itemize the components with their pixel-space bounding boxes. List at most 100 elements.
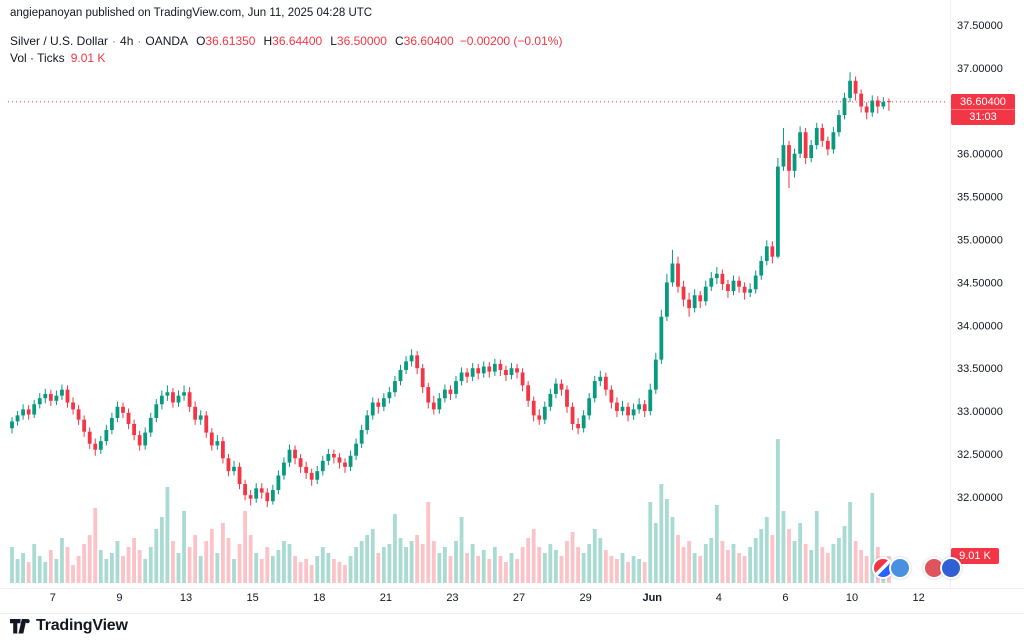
candle (365, 415, 370, 430)
time-axis-label: 13 (180, 592, 192, 604)
candle (10, 421, 14, 429)
volume-bar (803, 544, 808, 583)
candle (859, 93, 864, 107)
volume-bar (10, 547, 14, 583)
candle (665, 282, 669, 317)
volume-bar (226, 538, 231, 583)
volume-bar (298, 562, 303, 583)
candle (853, 80, 858, 94)
brand-name: TradingView (36, 617, 128, 634)
candle (515, 368, 519, 373)
candle (248, 495, 253, 499)
candle (115, 406, 120, 418)
candle (759, 260, 764, 276)
volume-bar (631, 556, 636, 583)
volume-bar (204, 541, 209, 583)
close-label: C (394, 34, 404, 48)
volume-bar (232, 559, 236, 583)
candle (648, 389, 653, 412)
candle (504, 369, 508, 376)
volume-bar (626, 562, 630, 583)
volume-bar (265, 547, 270, 583)
volume-bar (776, 439, 780, 583)
price-axis-label: 35.00000 (957, 235, 1003, 247)
volume-bar (398, 538, 403, 583)
candle (509, 368, 514, 376)
candle (542, 406, 547, 420)
candle (870, 100, 875, 113)
volume-bar (165, 487, 170, 583)
price-axis-label: 34.00000 (957, 320, 1003, 332)
candle (459, 372, 464, 382)
candle (98, 441, 103, 450)
candle (825, 140, 830, 150)
candle (431, 402, 436, 410)
candle (393, 381, 397, 393)
candle (742, 286, 747, 293)
candle (54, 395, 59, 401)
candle (60, 389, 64, 396)
candle (343, 462, 347, 467)
open-label: O (196, 34, 206, 48)
volume-bar (526, 538, 531, 583)
candle (381, 398, 386, 407)
volume-bar (60, 538, 64, 583)
candle (737, 280, 741, 287)
volume-bar (470, 544, 475, 583)
candle (270, 490, 275, 502)
reaction-emoji-icon[interactable] (889, 557, 911, 579)
reaction-emoji-icon[interactable] (940, 557, 962, 579)
interval-label[interactable]: 4h (120, 34, 134, 48)
volume-bar (831, 544, 836, 583)
candle (398, 369, 403, 382)
candle (132, 423, 136, 436)
volume-bar (698, 556, 703, 583)
volume-bar (454, 541, 458, 583)
price-axis-label: 35.50000 (957, 192, 1003, 204)
candle (48, 393, 53, 401)
volume-bar (121, 556, 125, 583)
candle (443, 389, 447, 399)
candle (387, 392, 392, 399)
candle (198, 415, 203, 420)
volume-bar (148, 547, 153, 583)
volume-bar (781, 511, 786, 583)
volume-bar (531, 529, 536, 583)
volume-bar (764, 517, 769, 583)
volume-bar (198, 556, 203, 583)
volume-bar (48, 550, 53, 583)
symbol-title[interactable]: Silver / U.S. Dollar (10, 34, 109, 48)
candle (159, 395, 164, 405)
volume-bar (43, 562, 48, 583)
volume-bar (825, 553, 830, 583)
volume-bar (270, 556, 275, 583)
reaction-group-1[interactable] (872, 557, 911, 579)
candle (315, 471, 320, 480)
volume-bar (642, 562, 647, 583)
volume-bar (376, 553, 381, 583)
volume-bar (620, 553, 625, 583)
volume-bar (98, 550, 103, 583)
candle (781, 145, 786, 167)
volume-bar (320, 547, 325, 583)
candle (565, 389, 569, 407)
candle (576, 423, 580, 429)
volume-bar (554, 550, 558, 583)
volume-bar (337, 562, 342, 583)
candle (848, 80, 852, 98)
volume-bar (248, 535, 253, 583)
time-axis-label: 4 (716, 592, 722, 604)
candle (15, 415, 20, 422)
candle (309, 472, 314, 480)
exchange-label: OANDA (145, 34, 189, 48)
volume-bar (864, 556, 869, 583)
tradingview-logo[interactable]: TradingView (10, 617, 128, 635)
volume-bar (276, 550, 281, 583)
legend-separator: · (112, 34, 117, 48)
reaction-group-2[interactable] (923, 557, 962, 579)
volume-label[interactable]: Vol · Ticks (10, 51, 65, 65)
volume-bar (581, 553, 586, 583)
time-axis-label: 7 (50, 592, 56, 604)
candle (420, 368, 425, 388)
